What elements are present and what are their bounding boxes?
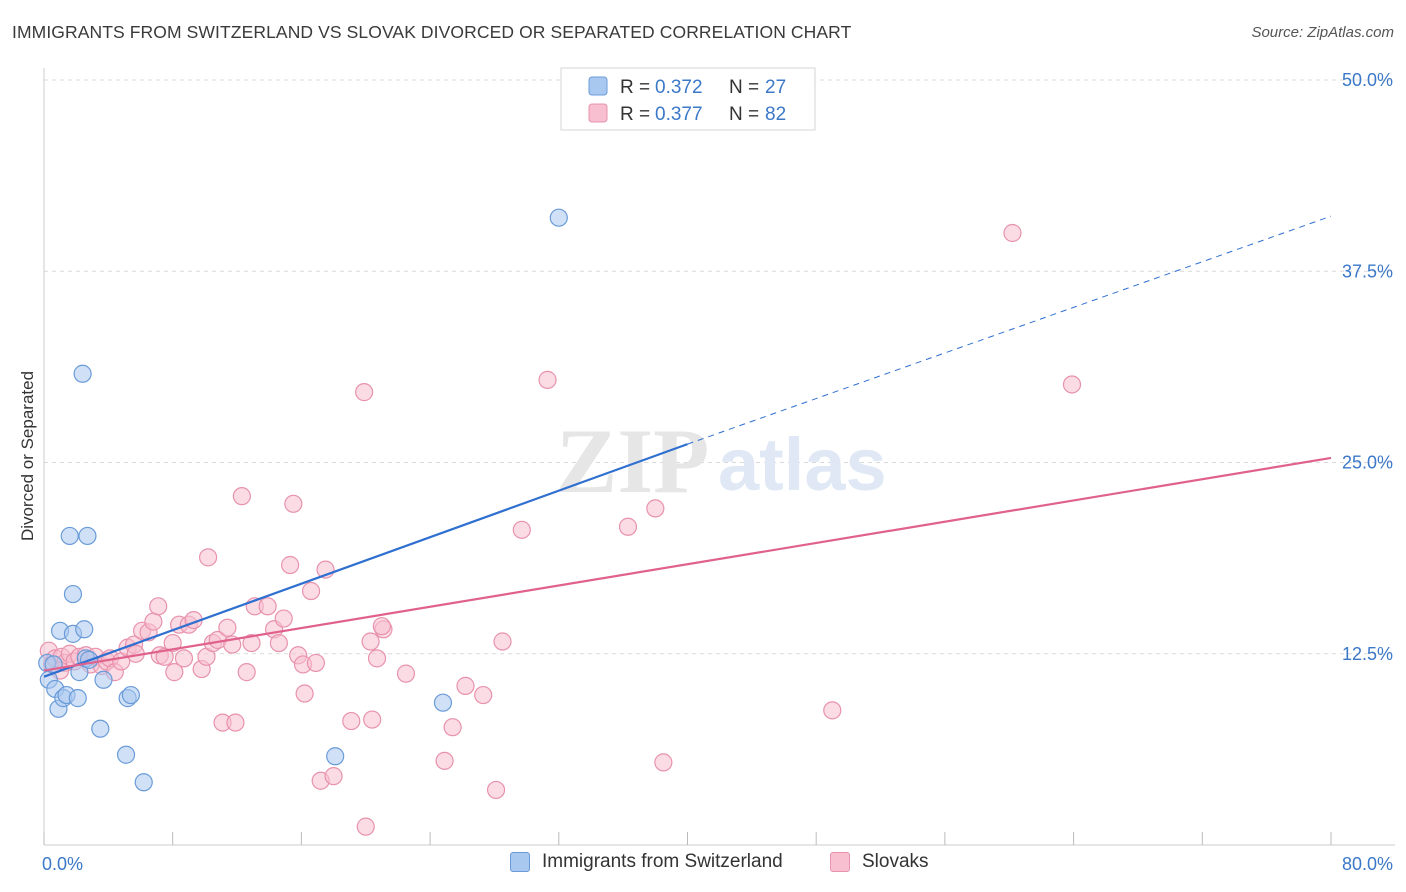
- data-point-slovaks: [274, 609, 293, 628]
- x-tick-label: 0.0%: [42, 854, 83, 874]
- bottom-legend-label-switzerland: Immigrants from Switzerland: [542, 851, 783, 872]
- data-point-slovaks: [165, 663, 184, 682]
- trend-line-slovaks: [43, 456, 1332, 672]
- data-point-slovaks: [512, 520, 531, 539]
- data-point-switzerland: [433, 693, 453, 712]
- data-point-slovaks: [474, 685, 493, 705]
- legend-swatch-pink: [588, 103, 608, 123]
- watermark: ZIP atlas: [556, 410, 887, 512]
- chart-title: IMMIGRANTS FROM SWITZERLAND VS SLOVAK DI…: [12, 22, 852, 42]
- bottom-legend-label-slovaks: Slovaks: [862, 851, 929, 872]
- bottom-legend-item-slovaks: Slovaks: [830, 851, 929, 873]
- data-point-slovaks: [218, 618, 237, 637]
- data-point-slovaks: [646, 499, 665, 518]
- legend-r-value-pink: 0.377: [655, 104, 703, 125]
- data-point-slovaks: [198, 548, 218, 567]
- legend-r-value-blue: 0.372: [655, 77, 703, 98]
- data-point-slovaks: [284, 494, 303, 513]
- data-point-slovaks: [306, 653, 325, 673]
- legend-r-label-blue: R =: [620, 77, 650, 98]
- data-point-switzerland: [121, 685, 140, 705]
- data-point-switzerland: [68, 689, 87, 708]
- data-point-slovaks: [363, 710, 382, 729]
- legend-n-label-blue: N =: [729, 77, 759, 98]
- watermark-zip: ZIP: [556, 410, 709, 512]
- data-point-switzerland: [134, 773, 153, 792]
- data-point-slovaks: [372, 617, 391, 636]
- data-point-switzerland: [94, 670, 113, 689]
- data-point-slovaks: [324, 767, 343, 786]
- data-point-slovaks: [144, 612, 163, 631]
- y-tick-label: 50.0%: [1342, 70, 1393, 90]
- chart-source: Source: ZipAtlas.com: [1251, 24, 1394, 41]
- data-point-slovaks: [356, 817, 375, 836]
- y-tick-label: 25.0%: [1342, 453, 1393, 473]
- bottom-legend-swatch-blue: [510, 852, 530, 872]
- data-point-slovaks: [396, 664, 416, 683]
- bottom-legend: Immigrants from Switzerland Slovaks: [0, 851, 1406, 879]
- legend-swatch-blue: [588, 76, 608, 96]
- data-point-slovaks: [342, 711, 361, 731]
- data-point-slovaks: [232, 487, 251, 506]
- data-point-switzerland: [326, 747, 345, 766]
- data-point-slovaks: [149, 597, 168, 616]
- y-tick-label: 12.5%: [1342, 644, 1393, 664]
- data-point-slovaks: [486, 780, 506, 800]
- grid-lines: [44, 79, 1395, 655]
- data-point-slovaks: [367, 649, 387, 668]
- data-point-slovaks: [163, 633, 182, 653]
- data-point-slovaks: [295, 684, 314, 703]
- x-tick-label: 80.0%: [1342, 854, 1393, 874]
- data-point-switzerland: [63, 584, 83, 604]
- y-axis-title: Divorced or Separated: [18, 371, 37, 541]
- trend-line-switzerland: [43, 443, 688, 678]
- data-point-slovaks: [242, 633, 261, 653]
- legend-n-label-pink: N =: [729, 104, 759, 125]
- data-point-switzerland: [549, 208, 568, 227]
- data-point-slovaks: [1003, 223, 1022, 243]
- data-point-slovaks: [301, 581, 321, 601]
- data-point-slovaks: [456, 676, 475, 695]
- data-point-slovaks: [361, 632, 380, 651]
- bottom-legend-swatch-pink: [830, 852, 850, 872]
- data-point-slovaks: [174, 649, 194, 668]
- tick-labels: 12.5% 25.0% 37.5% 50.0% 0.0% 80.0%: [42, 70, 1393, 874]
- legend-n-value-pink: 82: [765, 104, 786, 125]
- bottom-legend-item-switzerland: Immigrants from Switzerland: [510, 851, 783, 873]
- axes: [43, 68, 1395, 846]
- trend-lines: [43, 215, 1332, 678]
- data-point-slovaks: [355, 383, 374, 402]
- legend-n-value-blue: 27: [765, 77, 786, 98]
- data-point-slovaks: [1062, 375, 1082, 394]
- data-point-switzerland: [75, 620, 94, 639]
- data-point-slovaks: [269, 633, 288, 653]
- legend-r-label-pink: R =: [620, 104, 650, 125]
- data-point-slovaks: [538, 370, 557, 389]
- data-point-slovaks: [435, 751, 454, 770]
- y-tick-label: 37.5%: [1342, 261, 1393, 281]
- watermark-atlas: atlas: [718, 423, 887, 506]
- data-point-slovaks: [258, 597, 277, 616]
- data-point-slovaks: [443, 718, 462, 737]
- legend-box: R = 0.372 N = 27 R = 0.377 N = 82: [560, 67, 816, 131]
- data-point-switzerland: [116, 745, 136, 764]
- data-point-slovaks: [226, 713, 245, 732]
- data-point-switzerland: [78, 526, 97, 546]
- data-point-slovaks: [618, 517, 638, 536]
- series-slovaks: [39, 223, 1082, 836]
- series-immigrants-from-switzerland: [38, 208, 568, 792]
- data-point-slovaks: [654, 753, 673, 772]
- data-point-switzerland: [73, 364, 92, 383]
- data-point-slovaks: [823, 701, 842, 720]
- data-point-switzerland: [60, 526, 79, 546]
- trend-line-switzerland-extension: [687, 215, 1332, 445]
- data-point-switzerland: [91, 719, 110, 738]
- data-point-slovaks: [281, 555, 300, 575]
- data-point-slovaks: [155, 647, 174, 666]
- data-point-slovaks: [237, 663, 256, 682]
- data-point-slovaks: [493, 632, 512, 651]
